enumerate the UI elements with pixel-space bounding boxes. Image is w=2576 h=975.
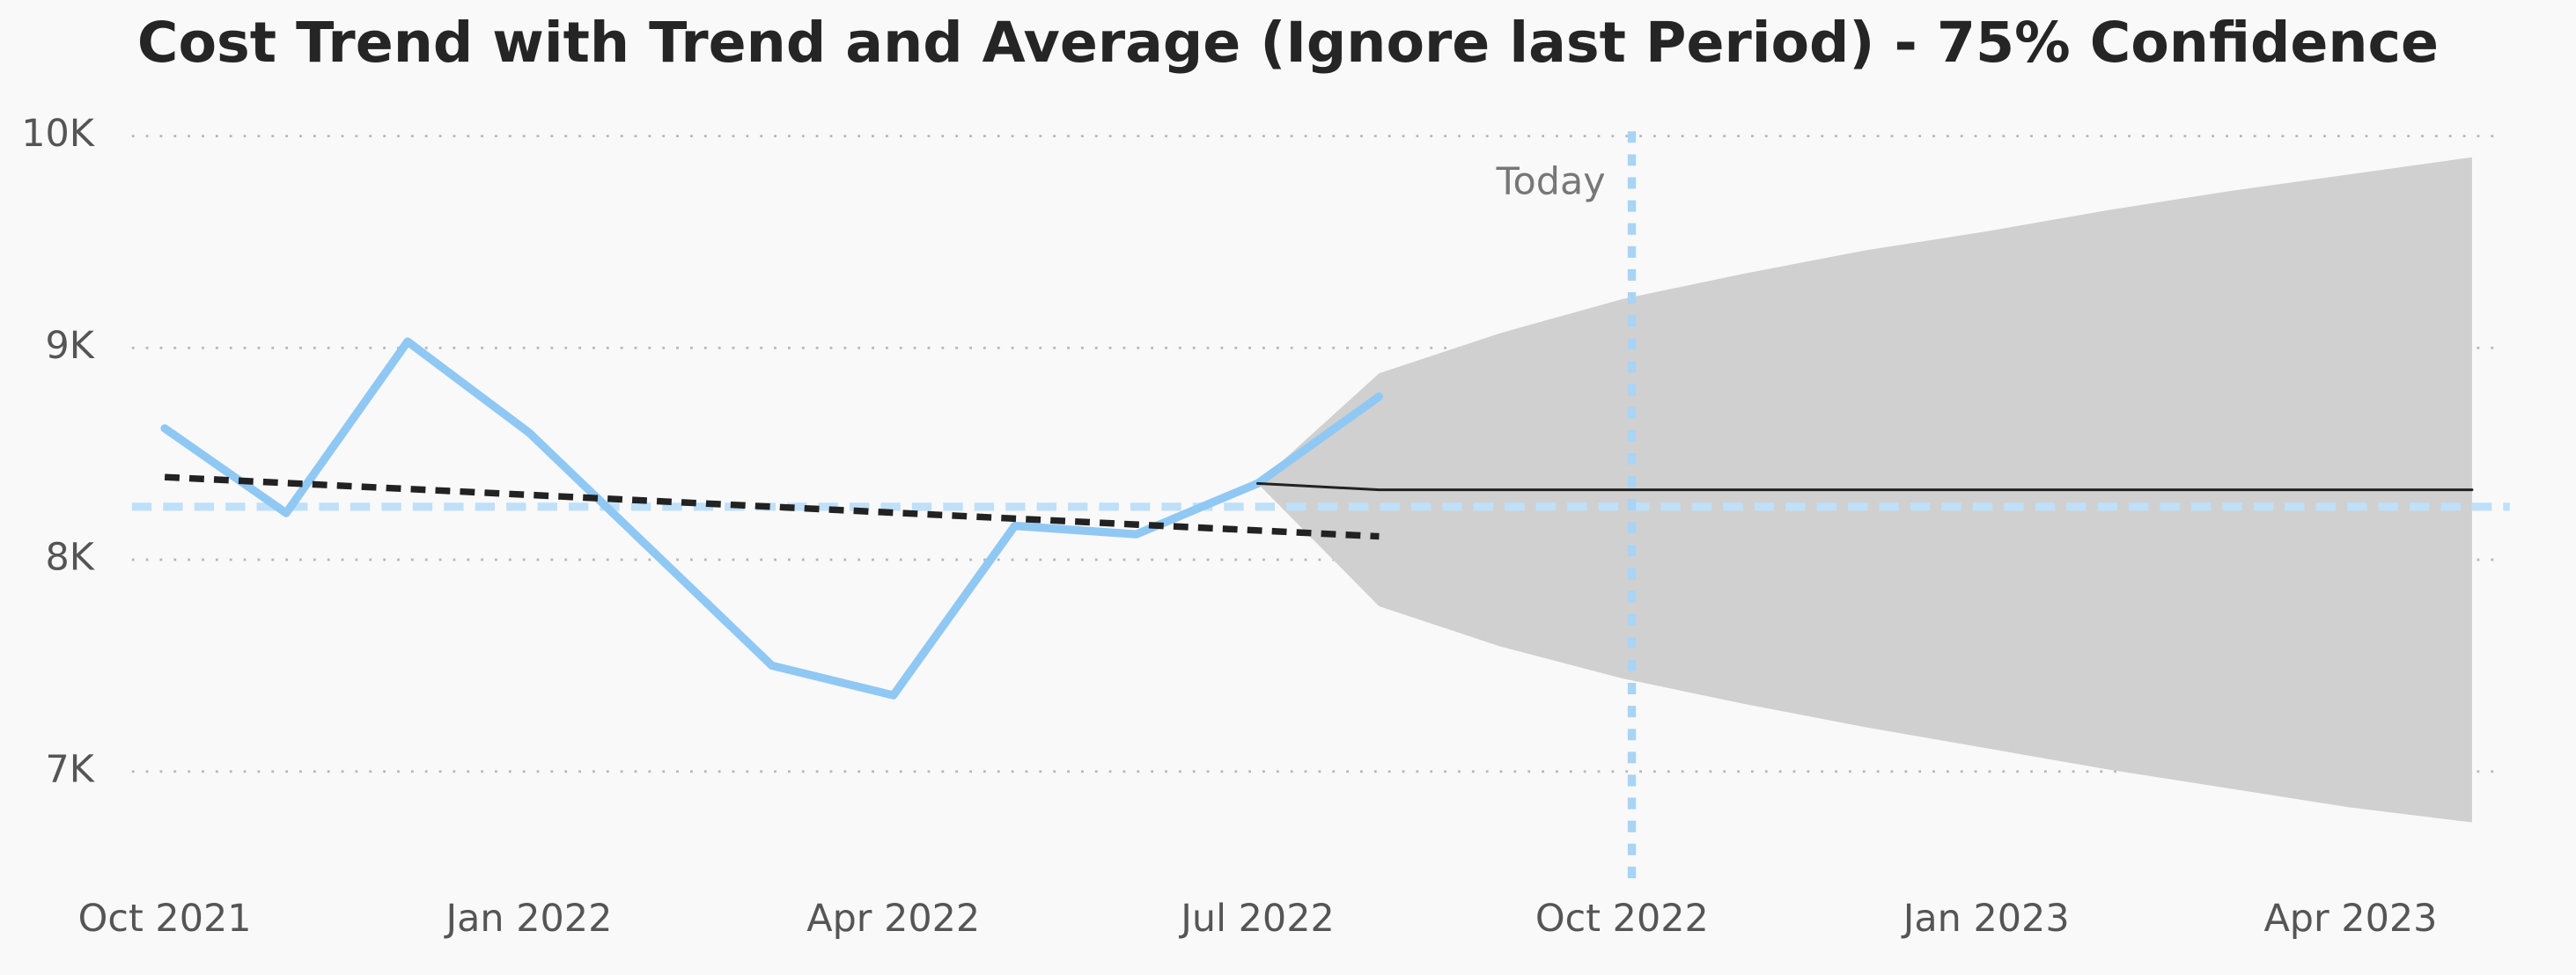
y-tick-label: 10K [21,112,96,156]
chart-title: Cost Trend with Trend and Average (Ignor… [137,10,2439,75]
x-tick-label: Apr 2023 [2263,897,2437,941]
x-tick-label: Jan 2022 [443,897,612,941]
y-tick-label: 7K [45,747,95,791]
x-tick-label: Oct 2021 [78,897,252,941]
today-label: Today [1496,159,1606,203]
x-tick-label: Jul 2022 [1178,897,1335,941]
x-tick-label: Apr 2022 [806,897,980,941]
series-line [160,337,1384,700]
x-tick-label: Jan 2023 [1901,897,2070,941]
x-tick-label: Oct 2022 [1535,897,1709,941]
series-line [1256,481,2474,492]
y-tick-label: 8K [45,536,95,580]
y-tick-label: 9K [45,324,95,368]
series-line [164,473,1380,540]
